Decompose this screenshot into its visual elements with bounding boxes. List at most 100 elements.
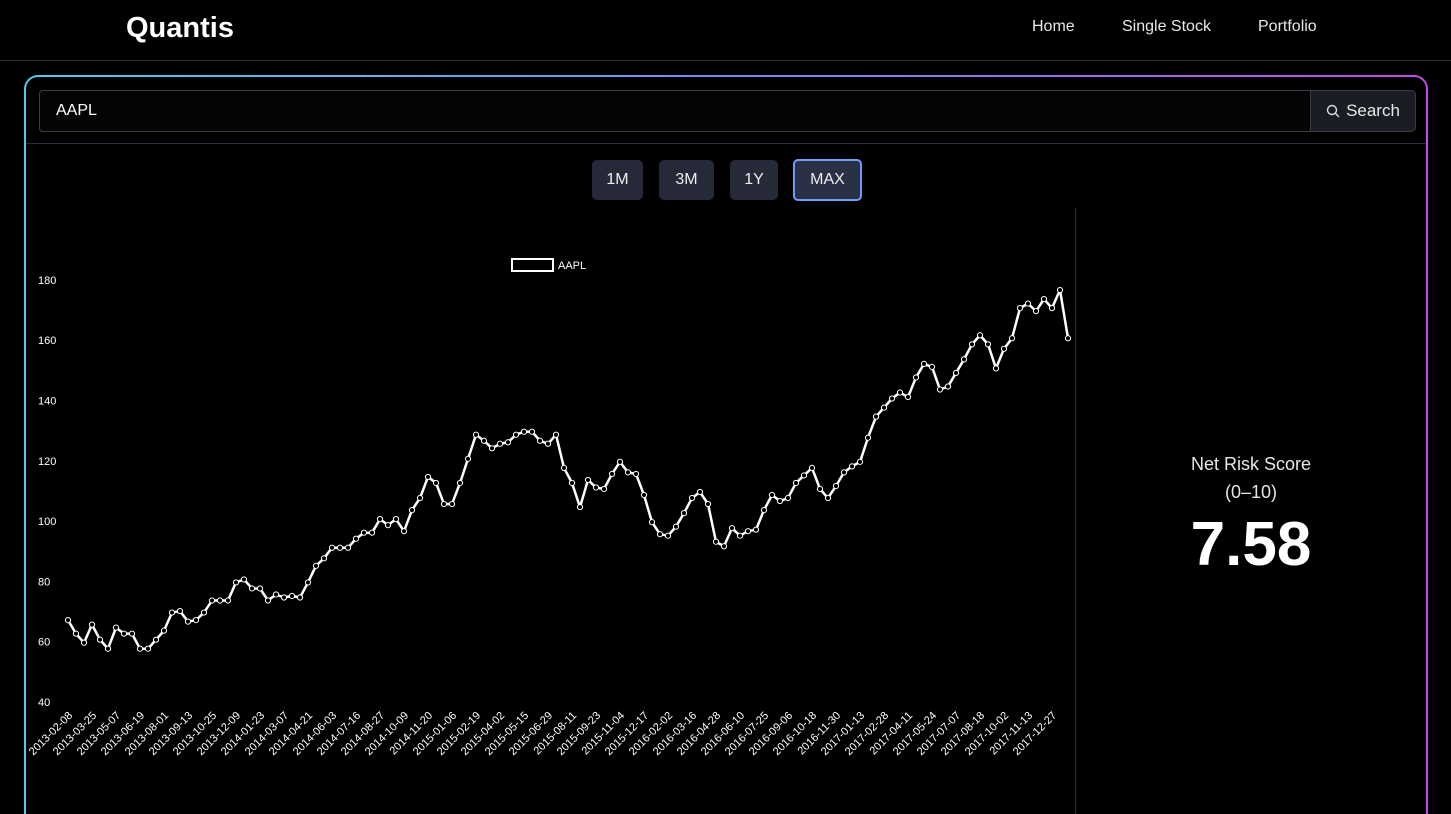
- point: [592, 484, 600, 491]
- point: [704, 500, 712, 508]
- point: [648, 519, 656, 526]
- point: [208, 597, 216, 604]
- point: [360, 529, 368, 536]
- point: [720, 543, 728, 550]
- y-tick-label: 180: [38, 275, 56, 287]
- point: [336, 544, 344, 551]
- point: [656, 531, 664, 538]
- point: [240, 576, 248, 583]
- point: [896, 389, 904, 396]
- point: [912, 374, 920, 381]
- search-icon: [1326, 104, 1340, 118]
- point: [80, 639, 88, 646]
- point: [536, 437, 544, 444]
- point: [848, 463, 856, 470]
- y-tick-label: 140: [38, 395, 56, 407]
- point: [176, 607, 184, 615]
- legend-label: AAPL: [558, 260, 586, 272]
- point: [728, 525, 736, 532]
- point: [184, 618, 192, 625]
- point: [936, 386, 944, 393]
- nav-link[interactable]: Single Stock: [1122, 18, 1211, 35]
- point: [160, 627, 168, 634]
- point: [832, 482, 840, 490]
- brand[interactable]: Quantis: [126, 12, 234, 44]
- point: [544, 440, 552, 447]
- point: [328, 544, 336, 551]
- point: [528, 428, 536, 435]
- range-button[interactable]: 3M: [659, 160, 714, 200]
- point: [672, 523, 680, 530]
- point: [576, 503, 584, 511]
- point: [432, 479, 440, 487]
- card-body: AAPL Search 1M 3M 1Y MAX Net Risk Score …: [26, 77, 1426, 814]
- point: [824, 494, 832, 502]
- point: [840, 469, 848, 476]
- range-button[interactable]: 1M: [592, 160, 643, 200]
- point: [112, 624, 120, 631]
- point: [952, 369, 960, 377]
- range-button[interactable]: 1Y: [730, 160, 778, 200]
- point: [280, 594, 288, 601]
- point: [904, 393, 912, 401]
- point: [368, 529, 376, 536]
- point: [928, 363, 936, 371]
- search-button[interactable]: Search: [1310, 90, 1416, 132]
- point: [104, 645, 112, 652]
- point: [736, 532, 744, 539]
- point: [320, 555, 328, 562]
- search-input[interactable]: AAPL: [39, 90, 1311, 132]
- point: [992, 365, 1000, 372]
- point: [680, 509, 688, 517]
- point: [816, 485, 824, 493]
- point: [856, 458, 864, 465]
- point: [1056, 286, 1064, 294]
- nav-link[interactable]: Home: [1032, 18, 1075, 35]
- point: [248, 585, 256, 592]
- point: [512, 431, 520, 438]
- point: [496, 440, 504, 447]
- point: [440, 500, 448, 508]
- y-tick-label: 60: [38, 637, 50, 649]
- nav-link[interactable]: Portfolio: [1258, 18, 1317, 35]
- point: [792, 479, 800, 487]
- point: [1008, 335, 1016, 342]
- point: [344, 544, 352, 551]
- point: [64, 617, 72, 624]
- point: [800, 472, 808, 479]
- y-tick-label: 160: [38, 335, 56, 347]
- point: [688, 494, 696, 502]
- range-button[interactable]: MAX: [793, 159, 862, 201]
- point: [472, 431, 480, 438]
- point: [464, 455, 472, 462]
- point: [424, 473, 432, 481]
- point: [552, 431, 560, 438]
- card: AAPL Search 1M 3M 1Y MAX Net Risk Score …: [24, 75, 1428, 814]
- point: [976, 332, 984, 339]
- point: [872, 413, 880, 420]
- risk-label: Net Risk Score: [1190, 454, 1312, 474]
- point: [520, 428, 528, 435]
- point: [776, 497, 784, 505]
- point: [888, 395, 896, 402]
- point: [1016, 305, 1024, 312]
- point: [768, 491, 776, 499]
- point: [296, 594, 304, 601]
- point: [632, 470, 640, 478]
- point: [288, 592, 296, 600]
- point: [560, 464, 568, 471]
- y-tick-label: 80: [38, 576, 50, 588]
- point: [408, 506, 416, 514]
- point: [864, 434, 872, 441]
- point: [1064, 335, 1072, 342]
- point: [808, 464, 816, 471]
- point: [304, 579, 312, 586]
- point: [480, 437, 488, 444]
- point: [880, 404, 888, 411]
- point: [744, 528, 752, 535]
- point: [200, 609, 208, 616]
- point: [264, 597, 272, 604]
- point: [664, 532, 672, 539]
- point: [1048, 305, 1056, 312]
